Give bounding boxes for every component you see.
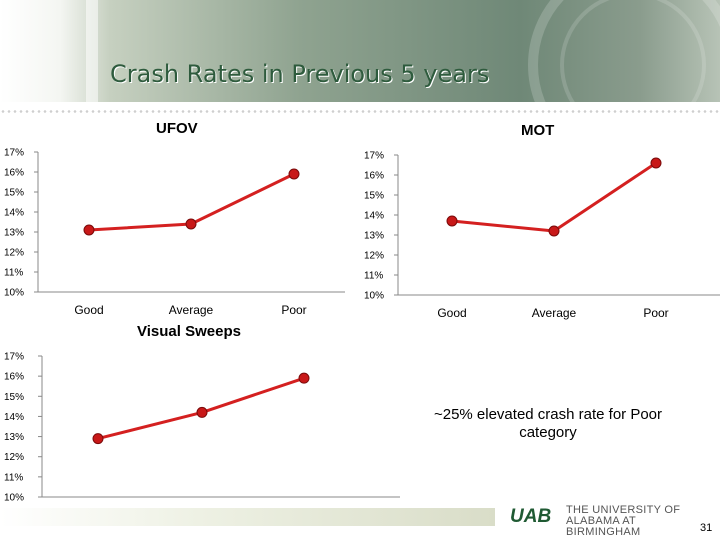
ufov-data-point bbox=[288, 168, 300, 180]
sweeps-data-point bbox=[92, 433, 104, 445]
ufov-x-tick-label: Good bbox=[74, 303, 103, 317]
ufov-line-chart: 10% 11% 12% 13% 14% 15% 16% 17% Good Average Poor bbox=[4, 148, 345, 317]
mot-y-tick-label: 11% bbox=[364, 271, 383, 282]
ufov-y-tick-label: 16% bbox=[4, 168, 24, 179]
sweeps-y-tick-label: 17% bbox=[4, 352, 24, 363]
mot-series-line bbox=[451, 161, 657, 233]
mot-y-tick-label: 14% bbox=[364, 211, 384, 222]
university-seal-graphic bbox=[528, 0, 720, 170]
mot-x-tick-label: Poor bbox=[643, 306, 668, 320]
ufov-data-point bbox=[83, 224, 95, 236]
sweeps-y-tick-label: 15% bbox=[4, 392, 24, 403]
university-seal-inner-graphic bbox=[560, 0, 706, 138]
mot-data-point bbox=[650, 157, 662, 169]
ufov-y-tick-label: 10% bbox=[4, 288, 24, 299]
sweeps-y-tick-label: 10% bbox=[4, 493, 24, 504]
mot-y-tick-label: 16% bbox=[364, 171, 384, 182]
mot-line-chart: 10% 11% 12% 13% 14% 15% 16% 17% Good Average Poor bbox=[364, 151, 720, 320]
ufov-y-tick-label: 11% bbox=[4, 268, 23, 279]
mot-y-tick-label: 10% bbox=[364, 291, 384, 302]
uab-logo-text: UAB bbox=[510, 506, 551, 524]
sweeps-data-point bbox=[196, 406, 208, 418]
uab-logo: UAB bbox=[510, 506, 551, 524]
slide-number: 31 bbox=[700, 522, 713, 534]
sweeps-y-tick-label: 12% bbox=[4, 452, 24, 463]
banner-stripe bbox=[86, 0, 98, 102]
ufov-data-point bbox=[185, 218, 197, 230]
sweeps-y-tick-label: 14% bbox=[4, 412, 24, 423]
ufov-x-tick-label: Average bbox=[169, 303, 214, 317]
header-banner bbox=[0, 0, 720, 170]
mot-chart-title: MOT bbox=[521, 122, 555, 139]
sweeps-y-tick-label: 16% bbox=[4, 372, 24, 383]
mot-y-tick-label: 13% bbox=[364, 231, 384, 242]
ufov-y-tick-label: 12% bbox=[4, 248, 24, 259]
mot-y-tick-label: 15% bbox=[364, 191, 384, 202]
mot-data-point bbox=[446, 215, 458, 227]
footer-bar bbox=[0, 508, 495, 526]
ufov-x-tick-label: Poor bbox=[281, 303, 306, 317]
visual-sweeps-chart-title: Visual Sweeps bbox=[137, 323, 241, 340]
mot-y-tick-label: 17% bbox=[364, 151, 384, 162]
ufov-y-tick-label: 15% bbox=[4, 188, 24, 199]
ufov-y-tick-label: 17% bbox=[4, 148, 24, 159]
slide-title: Crash Rates in Previous 5 years bbox=[110, 60, 490, 88]
university-name: THE UNIVERSITY OF ALABAMA AT BIRMINGHAM bbox=[566, 504, 681, 538]
mot-x-tick-label: Average bbox=[532, 306, 577, 320]
sweeps-y-tick-label: 13% bbox=[4, 432, 24, 443]
crash-rate-note: ~25% elevated crash rate for Poor catego… bbox=[433, 406, 663, 441]
sweeps-data-point bbox=[298, 372, 310, 384]
mot-y-tick-label: 12% bbox=[364, 251, 384, 262]
ufov-chart-title: UFOV bbox=[156, 120, 198, 137]
ufov-y-tick-label: 14% bbox=[4, 208, 24, 219]
mot-x-tick-label: Good bbox=[437, 306, 466, 320]
sweeps-y-tick-label: 11% bbox=[4, 472, 23, 483]
mot-data-point bbox=[548, 225, 560, 237]
dotted-divider bbox=[0, 110, 720, 113]
ufov-y-tick-label: 13% bbox=[4, 228, 24, 239]
